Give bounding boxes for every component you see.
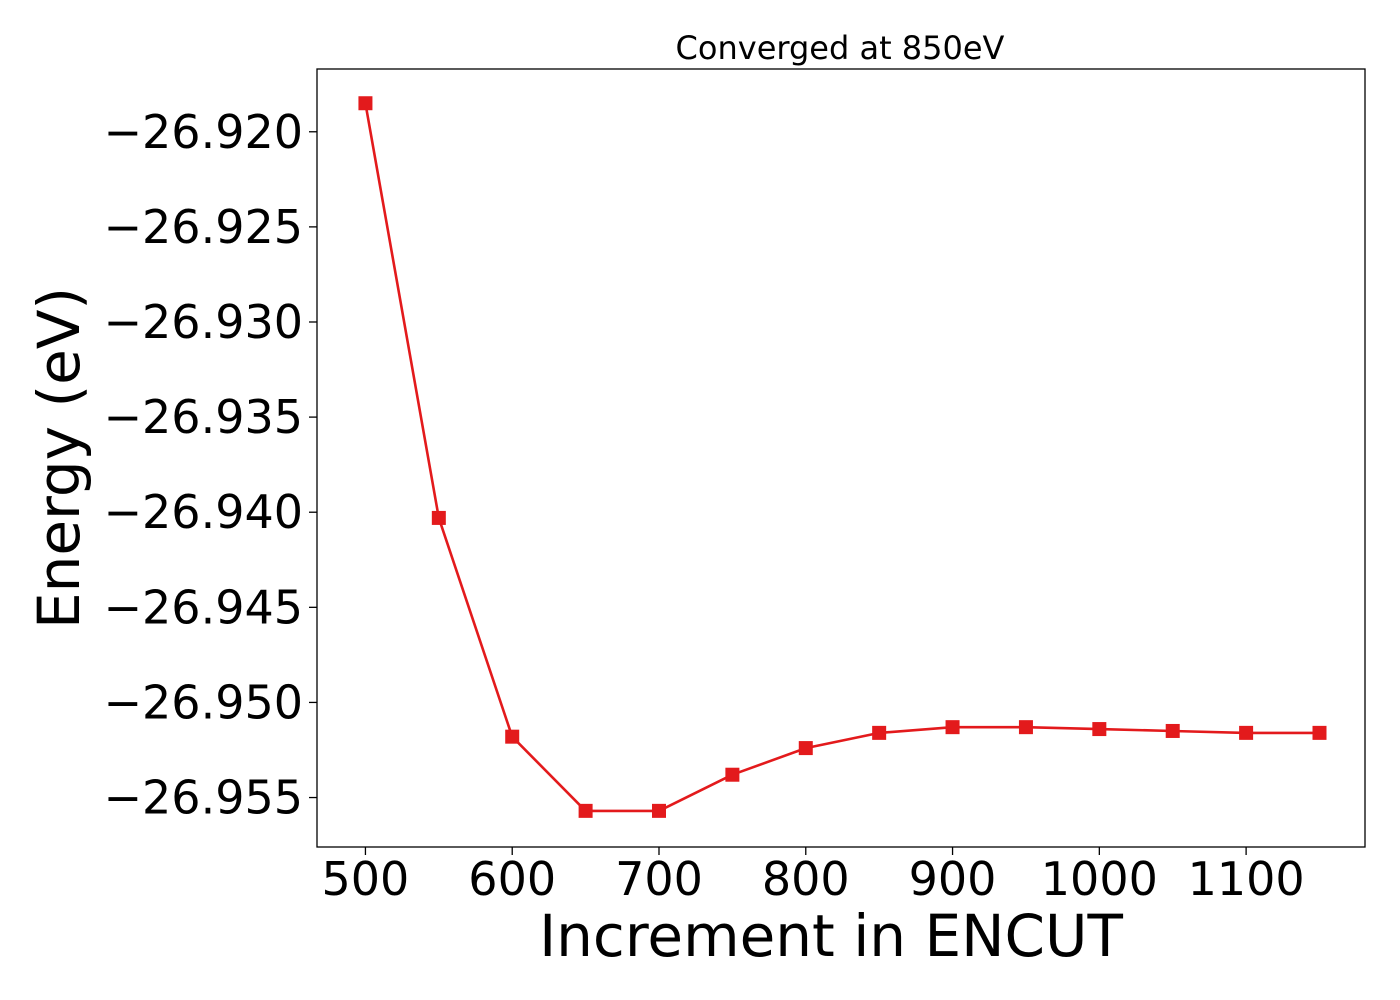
y-tick-label: −26.955: [104, 771, 304, 825]
data-point: [578, 803, 593, 818]
y-tick-label: −26.945: [104, 580, 304, 634]
data-point: [1018, 720, 1033, 735]
x-tick-label: 500: [322, 852, 410, 906]
data-point: [505, 729, 520, 744]
y-tick-label: −26.920: [104, 105, 304, 159]
data-point: [651, 803, 666, 818]
data-point: [358, 96, 373, 111]
data-point: [1312, 725, 1327, 740]
x-tick-label: 600: [468, 852, 556, 906]
data-point: [1239, 725, 1254, 740]
x-tick-label: 800: [762, 852, 850, 906]
data-point: [872, 725, 887, 740]
y-tick-label: −26.935: [104, 390, 304, 444]
y-axis-title: Energy (eV): [25, 287, 93, 629]
y-axis: −26.920 −26.925 −26.930 −26.935 −26.940 −26.9…: [104, 105, 317, 825]
y-tick-label: −26.940: [104, 485, 304, 539]
x-tick-label: 1100: [1188, 852, 1305, 906]
plot-frame: [316, 68, 1366, 848]
chart-title: Converged at 850eV: [676, 29, 1005, 67]
y-tick-label: −26.925: [104, 200, 304, 254]
data-point: [725, 767, 740, 782]
data-point: [431, 510, 446, 525]
x-axis-title: Increment in ENCUT: [539, 902, 1123, 970]
x-tick-label: 900: [909, 852, 997, 906]
data-point: [945, 720, 960, 735]
data-point: [1165, 723, 1180, 738]
series-line: [364, 102, 1320, 813]
data-point: [1092, 722, 1107, 737]
data-point: [798, 741, 813, 756]
plot-area: [358, 96, 1327, 818]
y-tick-label: −26.950: [104, 675, 304, 729]
x-tick-label: 1000: [1041, 852, 1158, 906]
x-tick-label: 700: [615, 852, 703, 906]
x-axis: 500 600 700 800 900 1000 1100: [322, 847, 1305, 906]
y-tick-label: −26.930: [104, 295, 304, 349]
